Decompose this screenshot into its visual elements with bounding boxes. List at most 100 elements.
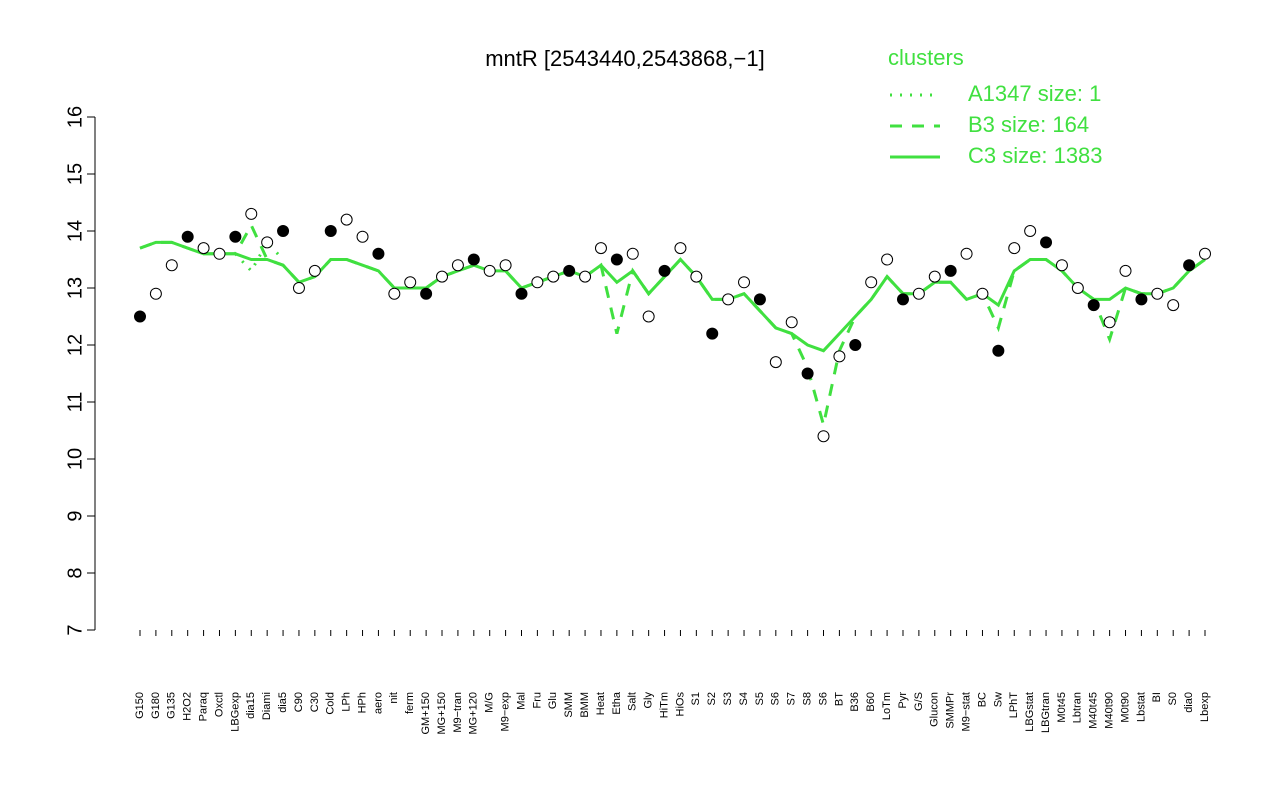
point [340, 213, 353, 226]
point [738, 276, 751, 289]
x-tick-label: C90 [293, 692, 305, 712]
x-tick-label: Oxctl [213, 692, 225, 717]
x-tick-label: Lbstat [1135, 692, 1147, 722]
point [1167, 299, 1180, 312]
point [1071, 282, 1084, 294]
x-tick-label: BMM [579, 692, 591, 718]
x-tick-label: B36 [849, 692, 861, 712]
x-tick-label: S4 [738, 692, 750, 705]
point [849, 339, 862, 351]
point [1135, 293, 1148, 306]
x-tick-label: HiOs [674, 692, 686, 717]
point [356, 230, 369, 243]
x-tick-label: Lbtran [1072, 692, 1084, 723]
y-tick-label: 11 [64, 392, 86, 413]
x-tick-label: C30 [309, 692, 321, 712]
point [674, 242, 687, 255]
y-tick-label: 9 [64, 510, 86, 521]
legend-label: A1347 size: 1 [968, 81, 1101, 106]
point [753, 293, 766, 306]
point [547, 270, 560, 283]
y-tick-label: 13 [64, 277, 86, 299]
x-tick-label: GM+150 [420, 692, 432, 735]
x-tick-label: Salt [627, 692, 639, 711]
x-tick-label: G135 [166, 692, 178, 719]
x-tick-label: S8 [802, 692, 814, 705]
point [563, 264, 576, 277]
y-tick-label: 14 [64, 220, 86, 242]
point [1183, 259, 1196, 272]
point [881, 253, 894, 266]
point [467, 253, 480, 266]
x-tick-label: LPhT [1008, 692, 1020, 719]
x-tick-label: S5 [754, 692, 766, 705]
x-tick-label: S1 [690, 692, 702, 705]
point [292, 282, 305, 294]
x-tick-label: ferm [404, 692, 416, 714]
x-tick-label: M0t45 [1056, 692, 1068, 723]
point [404, 276, 417, 289]
point [610, 253, 623, 266]
x-tick-label: M9−tran [452, 692, 464, 733]
cluster-line [234, 239, 285, 274]
legend-label: C3 size: 1383 [968, 143, 1103, 168]
point [769, 356, 782, 369]
point [944, 264, 957, 277]
point [817, 430, 830, 443]
point [165, 259, 178, 272]
x-tick-label: S6 [770, 692, 782, 705]
x-tick-label: BT [833, 692, 845, 706]
point [722, 293, 735, 306]
y-tick-label: 8 [64, 567, 86, 578]
y-tick-label: 12 [64, 334, 86, 356]
point [1151, 287, 1164, 300]
x-tick-label: Mal [515, 692, 527, 710]
y-tick-label: 15 [64, 163, 86, 185]
x-tick-label: BC [976, 692, 988, 707]
point [833, 350, 846, 363]
x-tick-label: SMMPr [945, 692, 957, 729]
x-tick-label: LoTm [881, 692, 893, 720]
x-tick-label: dia5 [277, 692, 289, 713]
point [960, 247, 973, 260]
legend-title: clusters [888, 45, 964, 70]
point [801, 367, 814, 380]
point [420, 287, 433, 300]
y-tick-label: 10 [64, 448, 86, 470]
x-tick-label: Gly [643, 692, 655, 709]
x-tick-label: dia0 [1183, 692, 1195, 713]
point [1103, 316, 1116, 329]
point [515, 287, 528, 300]
point [134, 310, 146, 323]
point [579, 270, 592, 283]
point [483, 264, 496, 277]
point [976, 287, 989, 300]
point [229, 230, 242, 243]
point [658, 264, 671, 277]
x-tick-label: MG+150 [436, 692, 448, 735]
point [706, 327, 719, 340]
point [1119, 264, 1132, 277]
point [181, 230, 194, 243]
x-tick-label: M40t45 [1088, 692, 1100, 729]
point [626, 247, 639, 260]
point [451, 259, 464, 272]
x-tick-label: Paraq [197, 692, 209, 721]
point [499, 259, 512, 272]
point [324, 225, 337, 237]
point [928, 270, 941, 283]
y-tick-label: 7 [64, 624, 86, 635]
point [261, 236, 274, 249]
cluster-line [139, 240, 1206, 353]
x-tick-label: Diami [261, 692, 273, 720]
point [1040, 236, 1053, 249]
x-tick-label: nit [388, 692, 400, 704]
point [531, 276, 544, 289]
x-tick-label: B60 [865, 692, 877, 712]
x-tick-label: LBGexp [229, 692, 241, 732]
point [896, 293, 909, 306]
point [277, 225, 290, 237]
x-tick-label: HPh [356, 692, 368, 713]
point [1008, 242, 1021, 255]
x-tick-label: S6 [817, 692, 829, 705]
